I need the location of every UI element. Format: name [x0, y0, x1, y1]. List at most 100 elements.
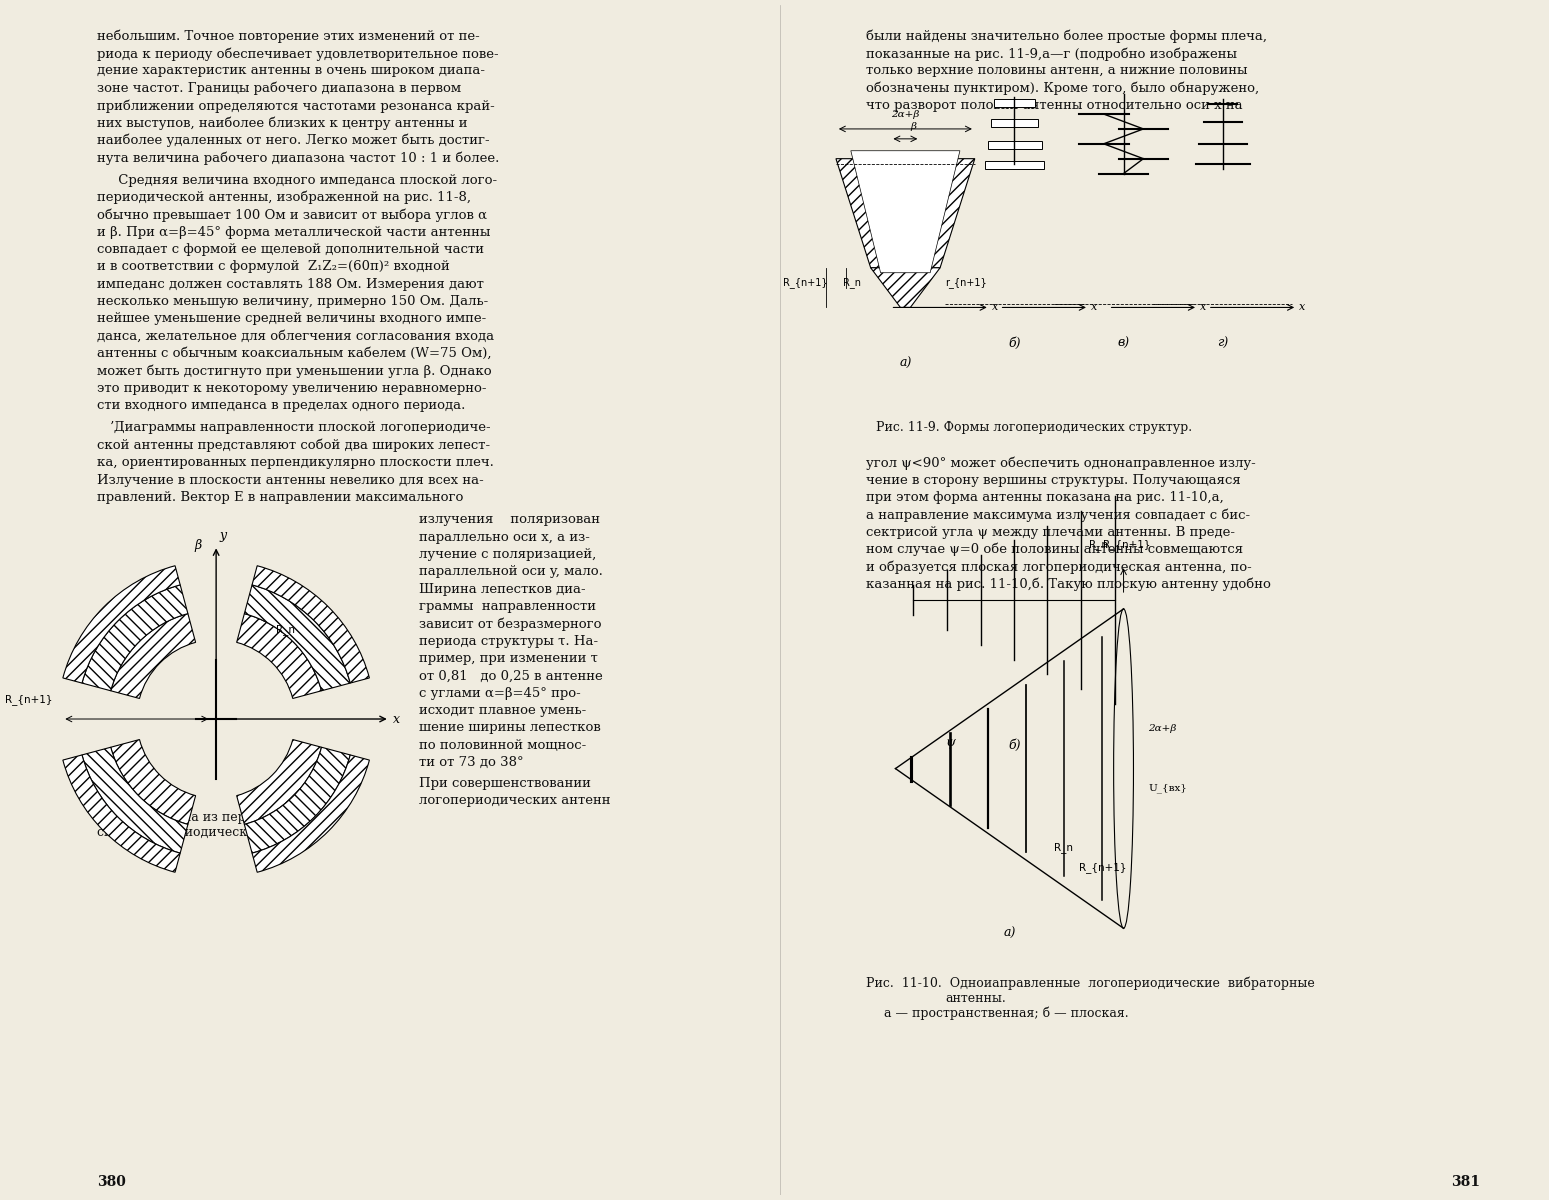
Text: излучения    поляризован: излучения поляризован: [420, 514, 601, 527]
Text: по половинной мощнос-: по половинной мощнос-: [420, 739, 587, 752]
Text: логопериодических антенн: логопериодических антенн: [420, 794, 610, 806]
Text: небольшим. Точное повторение этих изменений от пе-: небольшим. Точное повторение этих измене…: [98, 30, 480, 43]
Wedge shape: [245, 584, 350, 691]
Text: нейшее уменьшение средней величины входного импе-: нейшее уменьшение средней величины входн…: [98, 312, 486, 325]
Text: периода структуры τ. На-: периода структуры τ. На-: [420, 635, 598, 648]
Text: угол ψ<90° может обеспечить однонаправленное излу-: угол ψ<90° может обеспечить однонаправле…: [866, 456, 1255, 469]
Wedge shape: [252, 565, 369, 683]
Text: ских логопериодических антенн.: ских логопериодических антенн.: [98, 826, 318, 839]
Text: R_{n+1}: R_{n+1}: [1080, 863, 1126, 874]
Text: 380: 380: [98, 1175, 125, 1189]
Text: риода к периоду обеспечивает удовлетворительное пове-: риода к периоду обеспечивает удовлетвори…: [98, 47, 499, 61]
Text: лучение с поляризацией,: лучение с поляризацией,: [420, 548, 596, 560]
Text: антенны.: антенны.: [945, 991, 1005, 1004]
Text: б): б): [1008, 739, 1021, 752]
Text: R_{n+1}: R_{n+1}: [5, 694, 53, 704]
Text: Рис.  11-10.  Одноиаправленные  логопериодические  вибраторные: Рис. 11-10. Одноиаправленные логопериоди…: [866, 977, 1315, 990]
Text: периодической антенны, изображенной на рис. 11-8,: периодической антенны, изображенной на р…: [98, 191, 471, 204]
Text: шение ширины лепестков: шение ширины лепестков: [420, 721, 601, 734]
Text: а — пространственная; б — плоская.: а — пространственная; б — плоская.: [883, 1007, 1128, 1020]
Text: Рис. 11-9. Формы логопериодических структур.: Рис. 11-9. Формы логопериодических струк…: [875, 421, 1191, 434]
Text: только верхние половины антенн, а нижние половины: только верхние половины антенн, а нижние…: [866, 65, 1247, 78]
Text: правлений. Вектор Е в направлении максимального: правлений. Вектор Е в направлении максим…: [98, 491, 463, 504]
Wedge shape: [237, 613, 322, 698]
Text: β: β: [911, 122, 917, 131]
Text: дение характеристик антенны в очень широком диапа-: дение характеристик антенны в очень широ…: [98, 65, 485, 78]
Text: данса, желательное для облегчения согласования входа: данса, желательное для облегчения соглас…: [98, 330, 494, 343]
Polygon shape: [871, 268, 940, 307]
Text: Рис. 11-8. Одна из первых пло-: Рис. 11-8. Одна из первых пло-: [98, 811, 302, 824]
Text: б): б): [1008, 337, 1021, 350]
Text: граммы  направленности: граммы направленности: [420, 600, 596, 613]
Text: а): а): [898, 358, 911, 370]
Wedge shape: [245, 748, 350, 853]
Text: совпадает с формой ее щелевой дополнительной части: совпадает с формой ее щелевой дополнител…: [98, 242, 485, 256]
Text: R_{n+1}: R_{n+1}: [784, 277, 829, 288]
Text: и в соответствии с формулой  Z₁Z₂=(60π)² входной: и в соответствии с формулой Z₁Z₂=(60π)² …: [98, 260, 449, 274]
Text: ка, ориентированных перпендикулярно плоскости плеч.: ка, ориентированных перпендикулярно плос…: [98, 456, 494, 469]
Polygon shape: [850, 151, 960, 272]
Text: а): а): [1004, 928, 1016, 941]
Text: R_n: R_n: [276, 624, 294, 635]
Text: 381: 381: [1451, 1175, 1479, 1189]
Text: что разворот половин антенны относительно оси x на: что разворот половин антенны относительн…: [866, 100, 1242, 112]
Text: исходит плавное умень-: исходит плавное умень-: [420, 704, 587, 718]
Bar: [988, 140, 1042, 149]
Wedge shape: [237, 739, 322, 824]
Text: 2α+β: 2α+β: [1148, 725, 1177, 733]
Text: 2α+β: 2α+β: [891, 110, 920, 119]
Text: наиболее удаленных от него. Легко может быть достиг-: наиболее удаленных от него. Легко может …: [98, 134, 489, 148]
Text: это приводит к некоторому увеличению неравномерно-: это приводит к некоторому увеличению нер…: [98, 382, 486, 395]
Text: R_n: R_n: [1089, 540, 1108, 551]
Text: сти входного импеданса в пределах одного периода.: сти входного импеданса в пределах одного…: [98, 400, 466, 412]
Text: r_{n+1}: r_{n+1}: [945, 277, 987, 288]
Text: y: y: [218, 529, 226, 542]
Text: R_{n+1}: R_{n+1}: [1103, 540, 1151, 551]
Text: x: x: [392, 713, 400, 726]
Text: сектрисой угла ψ между плечами антенны. В преде-: сектрисой угла ψ между плечами антенны. …: [866, 526, 1235, 539]
Text: в): в): [1117, 337, 1129, 350]
Text: x: x: [1200, 302, 1207, 312]
Text: а направление максимума излучения совпадает с бис-: а направление максимума излучения совпад…: [866, 509, 1250, 522]
Text: приближении определяются частотами резонанса край-: приближении определяются частотами резон…: [98, 100, 494, 113]
Text: нута величина рабочего диапазона частот 10 : 1 и более.: нута величина рабочего диапазона частот …: [98, 151, 499, 164]
Text: казанная на рис. 11-10,б. Такую плоскую антенну удобно: казанная на рис. 11-10,б. Такую плоскую …: [866, 577, 1270, 592]
Text: параллельно оси x, а из-: параллельно оси x, а из-: [420, 530, 590, 544]
Polygon shape: [836, 158, 974, 268]
Bar: [985, 161, 1044, 169]
Wedge shape: [82, 584, 187, 691]
Text: Средняя величина входного импеданса плоской лого-: Средняя величина входного импеданса плос…: [98, 174, 497, 186]
Text: Излучение в плоскости антенны невелико для всех на-: Излучение в плоскости антенны невелико д…: [98, 474, 483, 486]
Wedge shape: [64, 755, 180, 872]
Text: г): г): [1218, 337, 1228, 350]
Text: ской антенны представляют собой два широких лепест-: ской антенны представляют собой два широ…: [98, 439, 489, 452]
Text: них выступов, наиболее близких к центру антенны и: них выступов, наиболее близких к центру …: [98, 116, 468, 130]
Text: R_n: R_n: [843, 277, 861, 288]
Wedge shape: [82, 748, 187, 853]
Text: импеданс должен составлять 188 Ом. Измерения дают: импеданс должен составлять 188 Ом. Измер…: [98, 277, 483, 290]
Text: пример, при изменении τ: пример, при изменении τ: [420, 652, 598, 665]
Text: параллельной оси y, мало.: параллельной оси y, мало.: [420, 565, 603, 578]
Text: зависит от безразмерного: зависит от безразмерного: [420, 617, 603, 631]
Wedge shape: [112, 613, 195, 698]
Bar: [991, 119, 1038, 127]
Text: Ширина лепестков диа-: Ширина лепестков диа-: [420, 583, 586, 595]
Text: от 0,81   до 0,25 в антенне: от 0,81 до 0,25 в антенне: [420, 670, 603, 683]
Text: β: β: [194, 539, 201, 552]
Text: чение в сторону вершины структуры. Получающаяся: чение в сторону вершины структуры. Получ…: [866, 474, 1241, 486]
Wedge shape: [252, 755, 369, 872]
Text: x: x: [991, 302, 998, 312]
Text: ψ: ψ: [945, 736, 954, 749]
Text: и образуется плоская логопериодическая антенна, по-: и образуется плоская логопериодическая а…: [866, 560, 1252, 574]
Text: и β. При α=β=45° форма металлической части антенны: и β. При α=β=45° форма металлической час…: [98, 226, 491, 239]
Text: зоне частот. Границы рабочего диапазона в первом: зоне частот. Границы рабочего диапазона …: [98, 82, 462, 95]
Text: обычно превышает 100 Ом и зависит от выбора углов α: обычно превышает 100 Ом и зависит от выб…: [98, 209, 486, 222]
Text: при этом форма антенны показана на рис. 11-10,а,: при этом форма антенны показана на рис. …: [866, 491, 1224, 504]
Text: показанные на рис. 11-9,а—г (подробно изображены: показанные на рис. 11-9,а—г (подробно из…: [866, 47, 1236, 61]
Text: x: x: [1300, 302, 1306, 312]
Text: антенны с обычным коаксиальным кабелем (W=75 Ом),: антенны с обычным коаксиальным кабелем (…: [98, 347, 491, 360]
Text: U_{вх}: U_{вх}: [1148, 784, 1187, 793]
Text: ном случае ψ=0 обе половины антенны совмещаются: ном случае ψ=0 обе половины антенны совм…: [866, 542, 1242, 557]
Text: ʼДиаграммы направленности плоской логопериодиче-: ʼДиаграммы направленности плоской логопе…: [98, 421, 491, 434]
Text: При совершенствовании: При совершенствовании: [420, 776, 592, 790]
